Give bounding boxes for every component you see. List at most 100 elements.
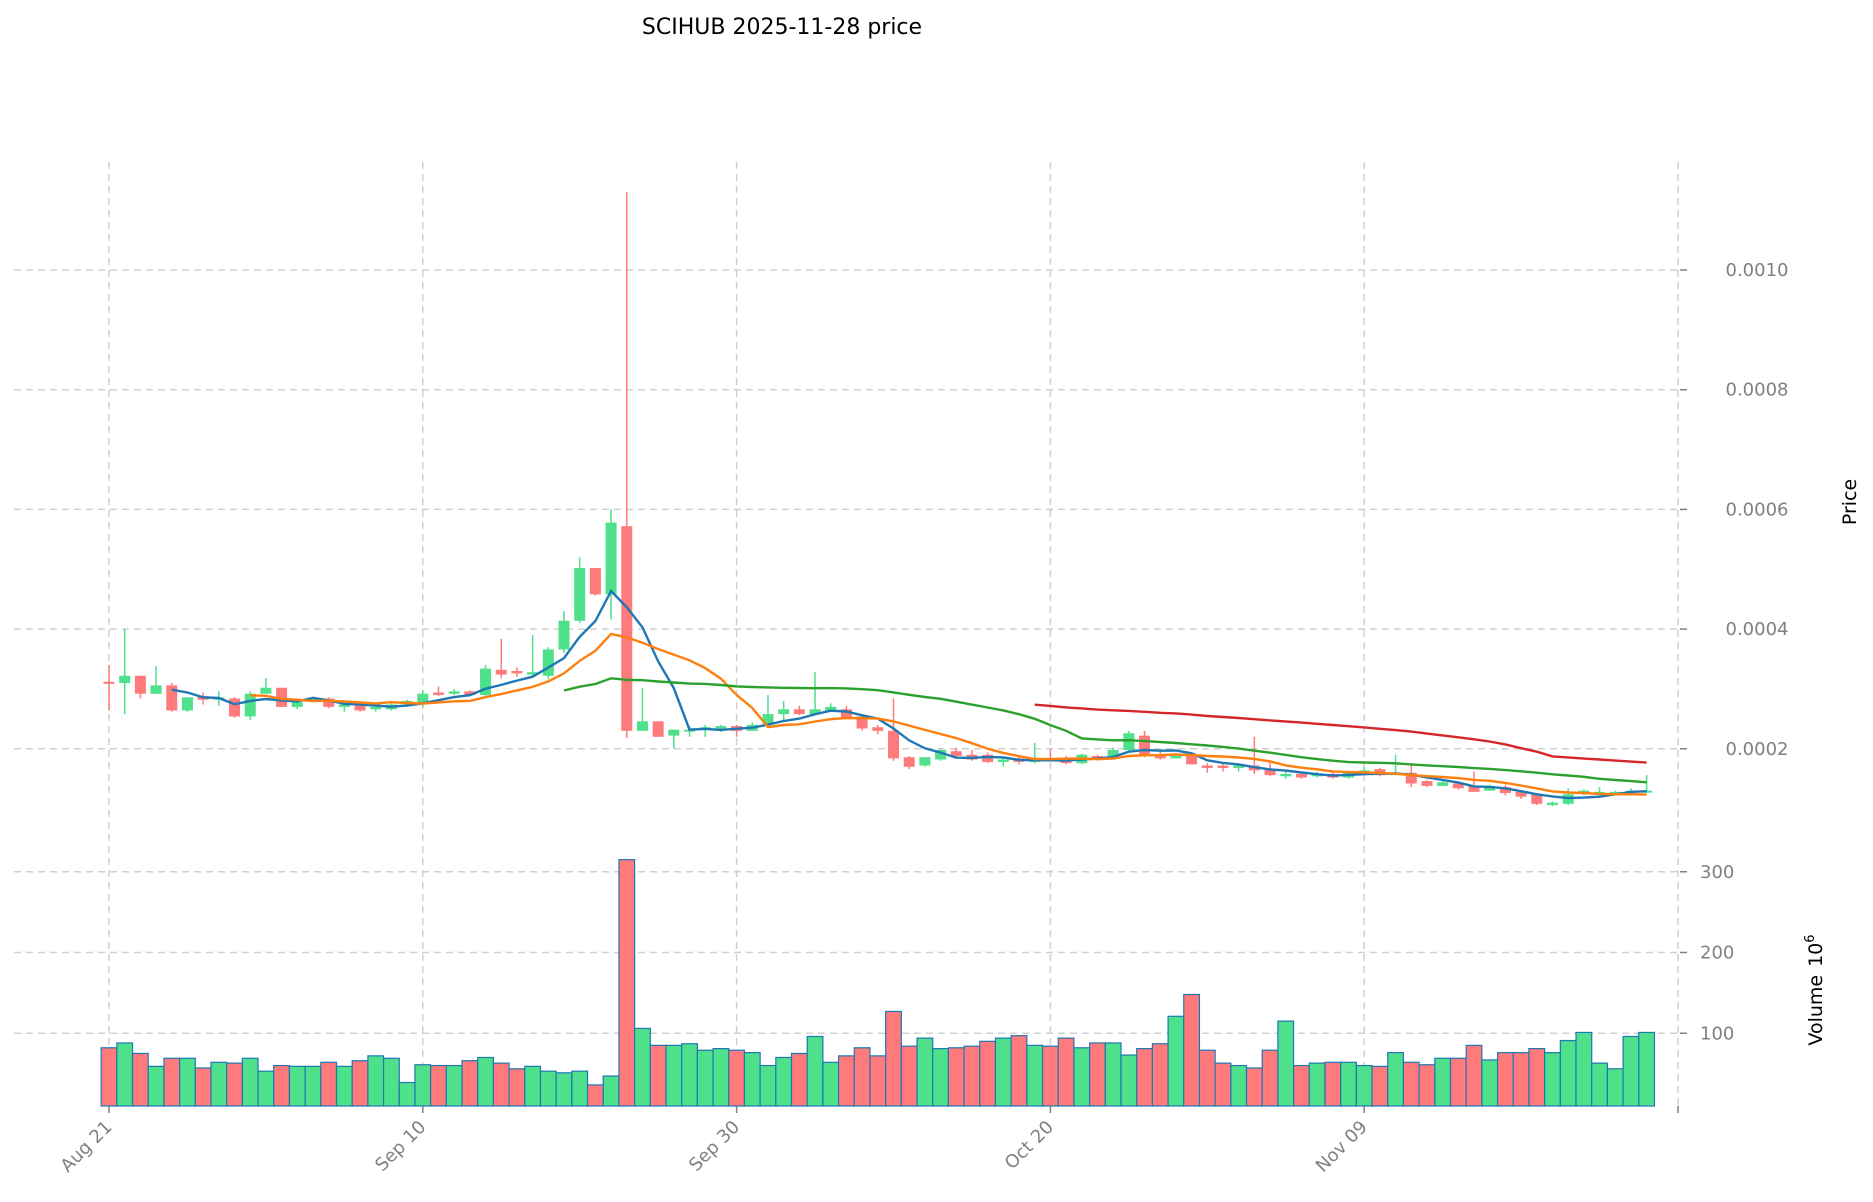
volume-bar xyxy=(1496,1052,1514,1107)
candle-body xyxy=(1217,765,1229,768)
volume-tick-label: 100 xyxy=(1700,1023,1734,1044)
candle xyxy=(668,729,680,749)
volume-bar xyxy=(1340,1061,1357,1107)
price-tick-label: 0.0010 xyxy=(1726,260,1789,281)
candle-body xyxy=(1139,735,1151,755)
volume-bar xyxy=(335,1065,353,1107)
volume-bar xyxy=(1026,1044,1044,1107)
candle-body xyxy=(1515,791,1527,797)
candle-body xyxy=(181,697,193,711)
candle-body xyxy=(935,749,947,760)
candle xyxy=(542,647,554,680)
volume-bar xyxy=(524,1065,542,1107)
candle-body xyxy=(338,704,350,707)
candle-body xyxy=(809,709,821,715)
candle-body xyxy=(495,669,507,675)
candle-body xyxy=(260,687,272,694)
candle-body xyxy=(636,721,648,731)
candle-body xyxy=(448,691,460,694)
candle-body xyxy=(840,709,852,718)
volume-bar xyxy=(273,1064,291,1107)
candle xyxy=(621,192,633,739)
candle-body xyxy=(605,522,617,595)
candle-body xyxy=(793,709,805,715)
volume-bar xyxy=(194,1067,212,1107)
candle xyxy=(793,705,805,716)
candle-body xyxy=(1295,773,1307,778)
volume-bar xyxy=(1151,1043,1169,1107)
candle-body xyxy=(1531,794,1543,804)
volume-bar xyxy=(728,1049,746,1107)
volume-bar xyxy=(1292,1064,1310,1107)
candle-body xyxy=(1437,782,1449,786)
candle-body xyxy=(307,698,319,701)
volume-bar xyxy=(1528,1047,1546,1107)
x-tick-label: Aug 21 xyxy=(57,1117,117,1177)
volume-bar xyxy=(1449,1057,1467,1107)
volume-bar xyxy=(1622,1035,1640,1107)
volume-bar xyxy=(602,1075,620,1107)
volume-bar xyxy=(1308,1062,1326,1107)
volume-bar xyxy=(885,1010,902,1107)
price-tick-label: 0.0006 xyxy=(1726,499,1789,520)
candle-body xyxy=(1421,781,1433,786)
price-tick-label: 0.0004 xyxy=(1726,619,1789,640)
ma-30-line xyxy=(563,677,1647,784)
candle xyxy=(229,697,241,718)
candle xyxy=(1280,771,1292,779)
volume-bar xyxy=(1544,1052,1561,1107)
volume-bar xyxy=(1057,1037,1075,1107)
volume-bar xyxy=(806,1035,824,1107)
candle-body xyxy=(856,716,868,729)
volume-bar xyxy=(900,1045,918,1107)
volume-bar xyxy=(1261,1049,1279,1107)
volume-bar xyxy=(1089,1042,1106,1107)
candle xyxy=(872,724,884,735)
candle xyxy=(1139,730,1151,758)
candle xyxy=(997,757,1009,767)
volume-bar xyxy=(1591,1062,1608,1107)
volume-bar xyxy=(351,1060,369,1107)
volume-bar xyxy=(869,1055,887,1107)
volume-bar xyxy=(1041,1045,1059,1107)
candle-body xyxy=(229,698,241,717)
candle-body xyxy=(762,714,774,724)
candle-body xyxy=(1201,765,1213,768)
volume-bar xyxy=(743,1052,761,1107)
volume-bar xyxy=(1324,1061,1342,1107)
volume-bar xyxy=(681,1043,698,1107)
candle-body xyxy=(527,672,539,675)
volume-bar xyxy=(853,1047,871,1107)
volume-bar xyxy=(1214,1062,1232,1107)
price-tick-label: 0.0002 xyxy=(1726,739,1789,760)
candle-body xyxy=(1405,772,1417,784)
candle-body xyxy=(323,698,335,707)
volume-bar xyxy=(147,1065,165,1107)
volume-bar xyxy=(1167,1015,1185,1107)
volume-exponent-base: 10 xyxy=(1805,943,1827,967)
candle-body xyxy=(919,757,931,766)
candle-body xyxy=(950,751,962,756)
candle xyxy=(919,757,931,767)
candle-body xyxy=(244,693,256,717)
candle xyxy=(1546,801,1558,807)
candle-body xyxy=(621,526,633,731)
volume-bar xyxy=(131,1052,149,1107)
volume-bar xyxy=(398,1081,416,1107)
candle xyxy=(495,638,507,679)
candle-body xyxy=(1123,733,1135,750)
volume-bar xyxy=(979,1040,997,1107)
candle-body xyxy=(103,681,115,684)
volume-bar xyxy=(665,1044,683,1107)
volume-label-text: Volume xyxy=(1805,975,1827,1046)
candle xyxy=(1609,790,1621,794)
volume-bar xyxy=(414,1064,432,1107)
volume-bar xyxy=(932,1047,950,1107)
candle xyxy=(119,629,131,715)
volume-bar xyxy=(257,1070,275,1107)
candle-body xyxy=(291,702,303,707)
volume-bar xyxy=(1230,1064,1248,1107)
volume-bar xyxy=(994,1037,1012,1107)
candle-body xyxy=(652,721,664,737)
volume-bar xyxy=(210,1061,228,1107)
